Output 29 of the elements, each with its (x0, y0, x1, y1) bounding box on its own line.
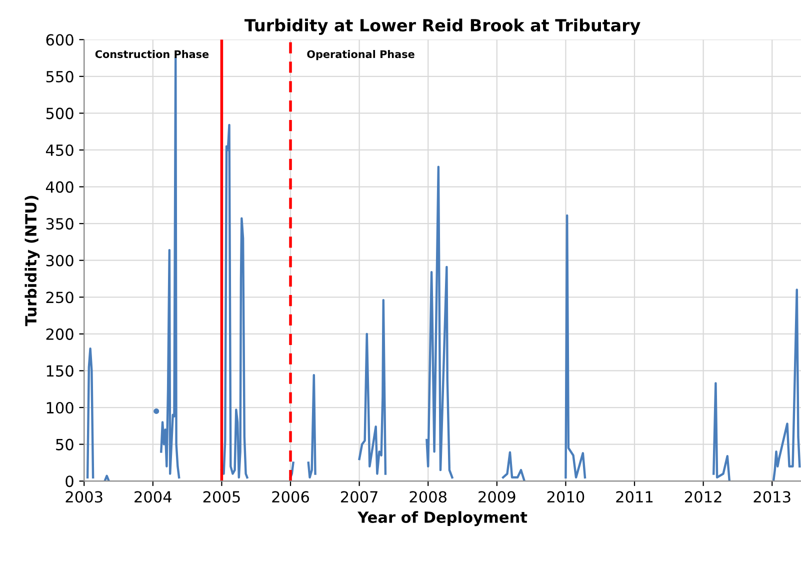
y-tick-label: 600 (46, 34, 74, 46)
y-tick-label: 500 (46, 108, 74, 120)
y-tick-label: 150 (46, 365, 74, 377)
x-tick-label: 2011 (616, 491, 653, 503)
x-tick-label: 2010 (547, 491, 584, 503)
y-tick-label: 550 (46, 70, 74, 82)
y-tick-label: 300 (46, 254, 74, 266)
x-tick-label: 2013 (754, 491, 790, 503)
chart-title: Turbidity at Lower Reid Brook at Tributary (244, 18, 640, 35)
y-tick-label: 50 (56, 438, 74, 450)
x-axis-title: Year of Deployment (358, 511, 528, 526)
y-axis-title: Turbidity (NTU) (24, 196, 40, 326)
x-tick-label: 2005 (203, 491, 240, 503)
x-tick-label: 2009 (478, 491, 516, 503)
y-tick-label: 400 (46, 181, 74, 193)
y-tick-label: 450 (46, 144, 74, 156)
x-tick-label: 2007 (340, 491, 378, 503)
y-tick-label: 0 (66, 476, 74, 488)
x-tick-label: 2004 (134, 491, 172, 503)
y-tick-label: 100 (46, 402, 74, 414)
y-tick-label: 250 (46, 292, 74, 304)
x-tick-label: 2008 (410, 491, 446, 503)
x-tick-label: 2006 (272, 491, 309, 503)
x-tick-label: 2012 (684, 491, 722, 503)
y-tick-label: 350 (46, 218, 74, 230)
y-tick-label: 200 (46, 328, 74, 340)
annotation: Construction Phase (95, 50, 209, 58)
x-tick-label: 2003 (66, 491, 102, 503)
annotation: Operational Phase (307, 50, 414, 60)
